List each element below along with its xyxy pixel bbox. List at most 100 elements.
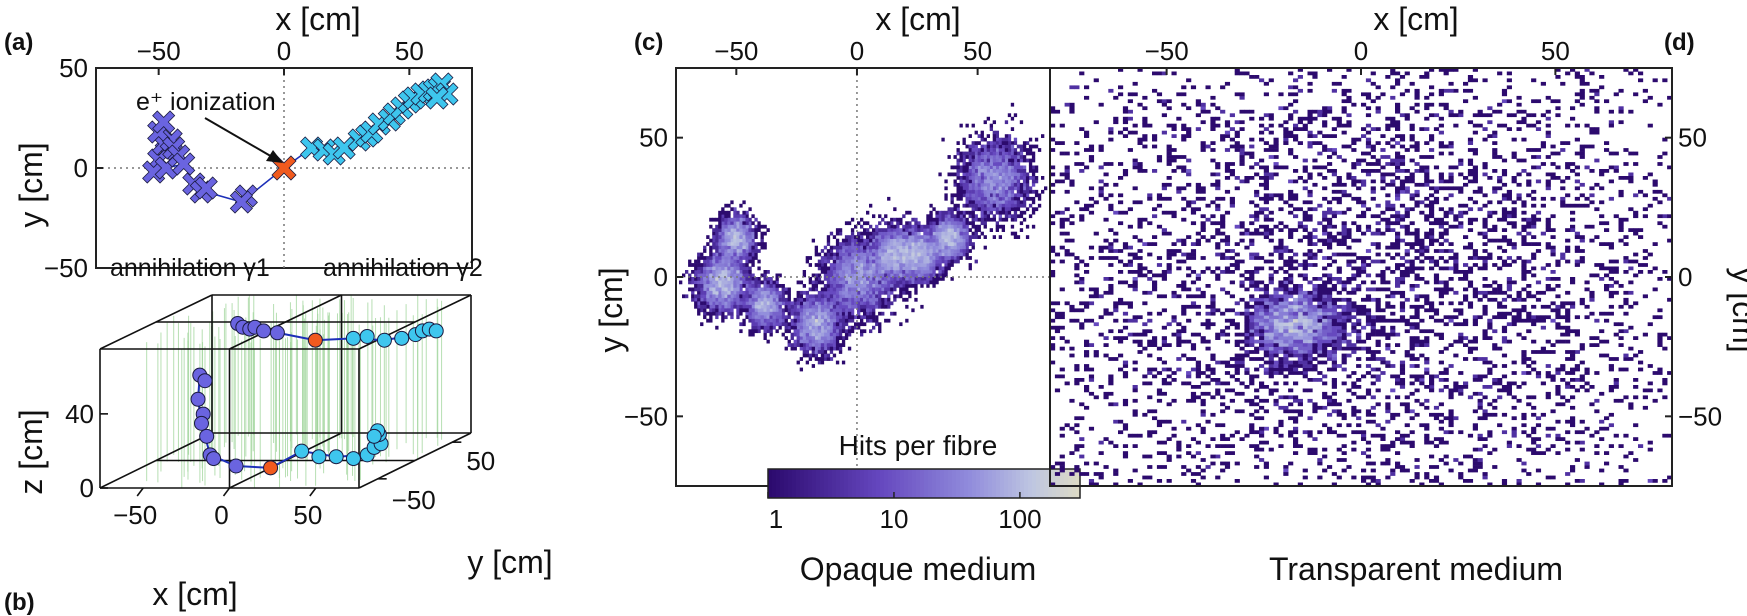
panel-c-bin <box>718 308 722 313</box>
panel-d-bin <box>1322 231 1328 236</box>
panel-c-bin <box>872 325 876 330</box>
panel-c-bin <box>694 284 698 288</box>
panel-c-bin <box>884 284 888 288</box>
panel-d-bin <box>1365 364 1372 368</box>
panel-c-bin <box>1025 193 1030 198</box>
panel-c-bin <box>742 270 746 274</box>
panel-d-bin <box>1210 200 1216 205</box>
panel-d-bin <box>1302 371 1308 375</box>
panel-d-bin <box>1414 148 1420 152</box>
panel-d-bin <box>1346 339 1352 344</box>
panel-c-bin <box>1010 186 1015 191</box>
panel-d-bin <box>1088 378 1095 382</box>
panel-c-bin <box>742 249 746 253</box>
panel-d-bin <box>1501 374 1508 379</box>
panel-c-bin <box>1022 155 1027 159</box>
panel-d-bin <box>1599 482 1605 487</box>
panel-c-bin <box>694 280 698 285</box>
panel-c-bin <box>968 263 972 267</box>
panel-d-bin <box>1307 332 1313 337</box>
panel-c-bin <box>872 259 876 264</box>
panel-c-bin <box>739 217 743 222</box>
panel-c-bin <box>799 367 804 372</box>
panel-c-bin <box>854 224 858 229</box>
panel-d-bin <box>1331 284 1337 288</box>
panel-c-bin <box>736 301 740 306</box>
panel-c-bin <box>884 231 888 236</box>
panel-c-bin <box>974 179 978 184</box>
panel-c-bin <box>703 280 707 285</box>
panel-c-bin <box>799 280 804 285</box>
panel-d-bin <box>1205 203 1211 208</box>
panel-c-bin <box>974 186 978 191</box>
panel-c-bin <box>908 277 912 281</box>
panel-c-bin <box>748 207 752 212</box>
panel-c-bin <box>799 315 804 320</box>
panel-c-bin <box>953 256 957 260</box>
panel-c-bin <box>730 308 734 313</box>
panel-d-bin <box>1122 444 1129 448</box>
panel-a-label-gamma1: annihilation γ1 <box>110 254 270 282</box>
panel-d-bin <box>1487 228 1493 232</box>
panel-d-bin <box>1278 423 1284 428</box>
panel-c-bin <box>893 231 897 236</box>
panel-d-bin <box>1482 374 1488 379</box>
panel-c-bin <box>1025 141 1030 145</box>
panel-c-bin <box>715 263 719 267</box>
panel-d-bin <box>1487 451 1493 455</box>
panel-c-bin <box>754 287 758 292</box>
panel-d-bin <box>1506 78 1512 83</box>
panel-c-bin <box>736 249 740 253</box>
panel-c-bin <box>778 304 782 309</box>
panel-c-bin <box>745 256 749 260</box>
panel-d-bin <box>1531 148 1537 152</box>
panel-c-bin <box>742 273 746 278</box>
panel-c-bin <box>760 297 764 302</box>
panel-d-bin <box>1584 165 1590 170</box>
panel-c-bin <box>995 158 1000 163</box>
panel-c-bin <box>962 203 966 208</box>
panel-c-bin <box>781 287 785 292</box>
panel-c-bin <box>712 231 716 236</box>
panel-c-bin <box>733 301 737 306</box>
panel-d-bin <box>1370 322 1376 327</box>
panel-d-bin <box>1365 482 1372 487</box>
panel-d-bin <box>1375 357 1381 361</box>
panel-c-bin <box>847 263 852 267</box>
panel-c-bin <box>802 301 807 306</box>
panel-d-bin <box>1565 290 1571 295</box>
panel-d-bin <box>1477 447 1483 452</box>
panel-c-bin <box>748 277 752 281</box>
panel-d-bin <box>1511 280 1517 285</box>
panel-d-bin <box>1297 482 1303 487</box>
panel-c-bin <box>742 217 746 222</box>
panel-c-bin <box>917 266 921 271</box>
panel-d-bin <box>1351 259 1357 264</box>
panel-c-bin <box>920 245 924 250</box>
panel-c-bin <box>953 221 957 226</box>
panel-d-bin <box>1263 343 1269 347</box>
panel-d-bin <box>1064 207 1070 212</box>
panel-c-bin <box>977 158 981 163</box>
panel-c-bin <box>974 228 978 232</box>
panel-d-bin <box>1390 329 1396 334</box>
panel-c-bin <box>784 301 788 306</box>
panel-c-bin <box>751 322 755 327</box>
panel-c-bin <box>983 210 987 215</box>
panel-c-bin <box>995 221 1000 226</box>
panel-c-bin <box>935 235 939 239</box>
panel-c-bin <box>805 332 810 337</box>
panel-d-bin <box>1487 325 1493 330</box>
panel-d-bin <box>1327 318 1333 323</box>
panel-d-bin <box>1492 378 1498 382</box>
panel-c-bin <box>980 148 984 152</box>
panel-d-bin <box>1331 134 1337 138</box>
panel-c-bin <box>857 235 861 239</box>
panel-c-bin <box>811 343 816 347</box>
panel-c-bin <box>739 263 743 267</box>
panel-c-bin <box>866 263 870 267</box>
panel-c-bin <box>860 245 864 250</box>
panel-c-bin <box>775 273 779 278</box>
panel-c-bin <box>793 325 797 330</box>
panel-c-bin <box>989 123 994 128</box>
